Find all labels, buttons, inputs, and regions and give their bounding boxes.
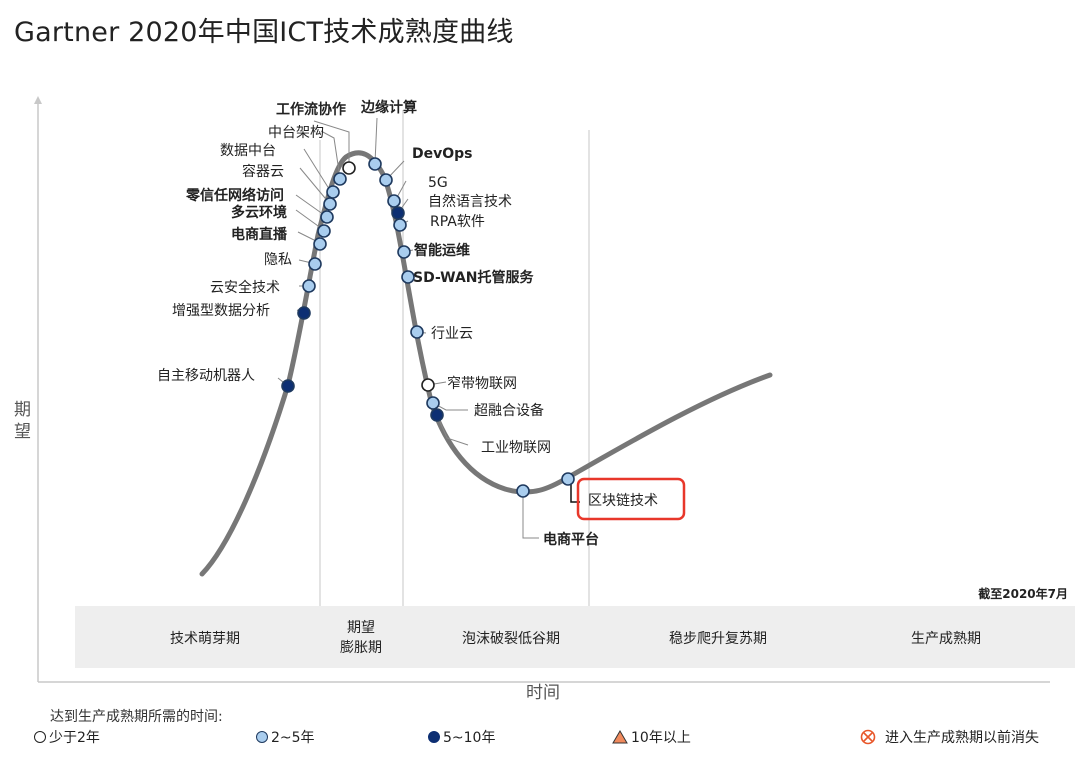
marker-5g: [387, 194, 401, 208]
marker-hyperconverged: [426, 396, 440, 410]
label-aiops: 智能运维: [413, 242, 470, 259]
label-autonomous-robots: 自主移动机器人: [157, 368, 255, 384]
marker-edge-computing: [368, 157, 382, 171]
marker-blockchain: [561, 472, 575, 486]
marker-aiops: [397, 245, 411, 259]
marker-multicloud: [317, 224, 331, 238]
date-note: 截至2020年7月: [978, 586, 1068, 601]
phase-innovation-trigger: 技术萌芽期: [170, 631, 240, 647]
label-ecommerce-platform: 电商平台: [543, 531, 599, 548]
x-axis-label: 时间: [526, 683, 560, 700]
label-multicloud: 多云环境: [231, 204, 287, 221]
legend-white-circle-icon: [34, 731, 46, 743]
markers-group: [281, 157, 575, 498]
label-workflow-collab: 工作流协作: [276, 101, 346, 118]
phase-plateau: 生产成熟期: [911, 631, 981, 647]
y-axis-label: 期望: [14, 400, 31, 442]
marker-industry-cloud: [410, 325, 424, 339]
label-industry-cloud: 行业云: [431, 326, 473, 342]
marker-iiot: [430, 408, 444, 422]
label-edge-computing: 边缘计算: [360, 99, 417, 116]
y-axis-arrow: [34, 96, 42, 104]
label-cloud-security: 云安全技术: [210, 279, 280, 296]
legend-orange-triangle-icon: [612, 730, 628, 744]
label-zero-trust: 零信任网络访问: [185, 187, 284, 204]
phase-slope: 稳步爬升复苏期: [669, 630, 767, 647]
label-devops: DevOps: [412, 146, 473, 162]
label-middle-platform-architecture: 中台架构: [268, 125, 324, 141]
marker-privacy: [308, 257, 322, 271]
marker-cloud-security: [302, 279, 316, 293]
label-blockchain: 区块链技术: [588, 493, 658, 509]
legend-item-2-to-5: 2~5年: [256, 727, 315, 747]
label-hyperconverged: 超融合设备: [474, 402, 544, 419]
marker-augmented-analytics: [297, 306, 311, 320]
marker-autonomous-robots: [281, 379, 295, 393]
highlight-box-blockchain: [576, 477, 686, 521]
legend-title: 达到生产成熟期所需的时间:: [50, 709, 223, 725]
label-sdwan: SD-WAN托管服务: [413, 269, 535, 286]
marker-nb-iot: [421, 378, 435, 392]
marker-ecommerce-live: [313, 237, 327, 251]
marker-middle-platform-architecture: [333, 172, 347, 186]
phase-band: [75, 606, 1075, 668]
marker-nlp: [391, 206, 405, 220]
legend-light-blue-circle-icon: [256, 731, 268, 743]
label-augmented-analytics: 增强型数据分析: [172, 303, 270, 319]
marker-sdwan: [401, 270, 415, 284]
marker-workflow-collab: [342, 161, 356, 175]
label-ecommerce-live: 电商直播: [231, 226, 288, 243]
phase-peak-line1: 期望: [347, 620, 375, 636]
hype-cycle-chart: 工作流协作 边缘计算 中台架构 数据中台 容器云 零信任网络访问 多云环境 电商…: [14, 96, 1075, 700]
legend-navy-circle-icon: [428, 731, 440, 743]
marker-data-middle-platform: [326, 185, 340, 199]
phase-trough: 泡沫破裂低谷期: [462, 631, 560, 647]
legend-crossed-circle-icon: [860, 729, 876, 745]
legend-item-5-to-10: 5~10年: [428, 727, 495, 747]
label-iiot: 工业物联网: [481, 440, 551, 456]
label-privacy: 隐私: [264, 252, 292, 268]
label-container-cloud: 容器云: [242, 163, 284, 180]
marker-ecommerce-platform: [516, 484, 530, 498]
label-rpa: RPA软件: [430, 214, 485, 230]
page-title: Gartner 2020年中国ICT技术成熟度曲线: [14, 17, 514, 48]
legend-item-less-than-2: 少于2年: [34, 727, 100, 747]
legend-item-more-than-10: 10年以上: [612, 727, 691, 747]
phase-peak-line2: 膨胀期: [340, 639, 382, 656]
marker-rpa: [393, 218, 407, 232]
marker-container-cloud: [323, 197, 337, 211]
label-nlp: 自然语言技术: [428, 193, 512, 210]
label-nb-iot: 窄带物联网: [447, 375, 517, 392]
marker-devops: [379, 173, 393, 187]
legend-item-obsolete: 进入生产成熟期以前消失: [860, 727, 1039, 747]
marker-zero-trust: [320, 210, 334, 224]
label-data-middle-platform: 数据中台: [220, 143, 276, 159]
label-5g: 5G: [428, 175, 448, 191]
